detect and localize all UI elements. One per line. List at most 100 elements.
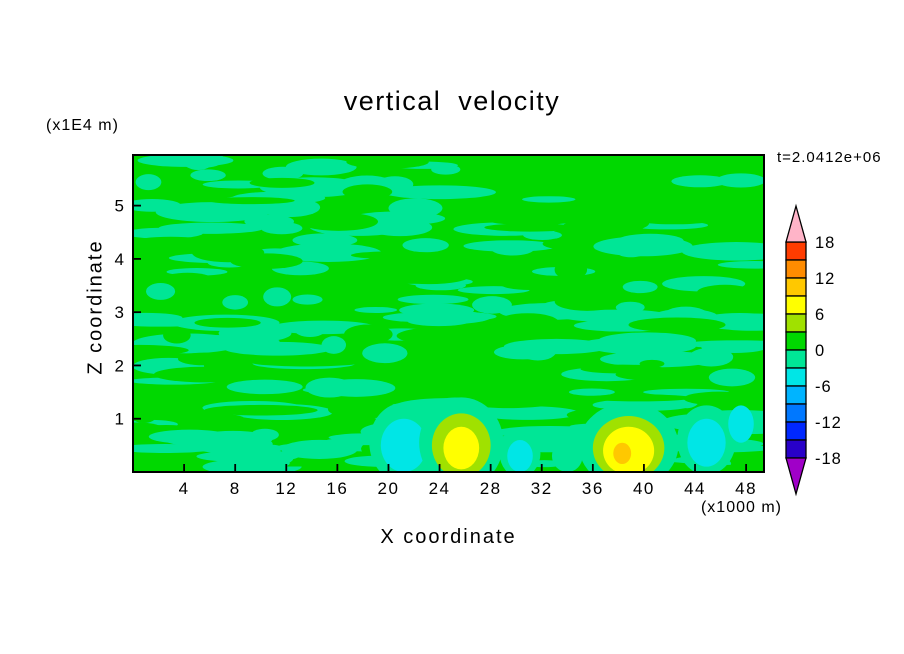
noise-streak <box>321 336 347 354</box>
noise-streak <box>496 313 559 332</box>
noise-streak <box>554 159 628 173</box>
noise-streak <box>397 294 469 305</box>
noise-streak <box>350 251 439 260</box>
y-tick-label: 5 <box>115 197 124 216</box>
noise-streak <box>523 230 562 240</box>
noise-streak <box>627 212 721 225</box>
x-tick-label: 44 <box>684 479 706 498</box>
y-tick-label: 2 <box>115 356 124 375</box>
contour-feature <box>687 418 726 467</box>
noise-streak <box>460 371 527 390</box>
noise-streak <box>475 406 580 420</box>
noise-streak <box>223 449 294 468</box>
noise-streak <box>522 196 576 203</box>
colorbar-box <box>785 421 807 441</box>
colorbar-box <box>785 313 807 333</box>
noise-streak <box>578 213 650 233</box>
noise-streak <box>275 243 382 262</box>
x-tick-label: 36 <box>582 479 604 498</box>
noise-streak <box>554 292 620 311</box>
colorbar-box <box>785 385 807 405</box>
noise-streak <box>568 388 615 396</box>
noise-streak <box>367 218 433 237</box>
noise-streak <box>530 362 558 371</box>
noise-streak <box>383 185 496 200</box>
plot-frame <box>132 154 765 473</box>
colorbar-box <box>785 439 807 459</box>
noise-streak <box>484 223 576 232</box>
y-axis-unit-label: (x1E4 m) <box>46 117 119 134</box>
noise-streak <box>346 155 429 169</box>
noise-streak <box>181 155 215 170</box>
colorbar-box <box>785 331 807 351</box>
colorbar-box <box>785 295 807 315</box>
noise-streak <box>191 243 265 263</box>
x-tick-label: 32 <box>531 479 553 498</box>
colorbar-tick-label: -6 <box>815 378 832 396</box>
noise-streak <box>178 352 231 366</box>
x-tick-label: 4 <box>179 479 190 498</box>
colorbar-tick-label: -18 <box>815 450 842 468</box>
colorbar-tick-label: 0 <box>815 342 825 360</box>
noise-streak <box>248 357 365 367</box>
noise-streak <box>491 242 534 256</box>
noise-streak <box>285 158 357 176</box>
noise-streak <box>344 324 393 345</box>
noise-streak <box>299 212 379 231</box>
noise-streak <box>402 238 449 253</box>
colorbar-tick-label: 6 <box>815 306 825 324</box>
noise-streak <box>382 312 455 323</box>
noise-streak <box>701 340 764 354</box>
noise-streak <box>263 287 292 307</box>
noise-streak <box>488 215 574 226</box>
noise-streak <box>542 237 592 250</box>
x-tick-label: 20 <box>378 479 400 498</box>
contour-feature <box>507 440 533 472</box>
time-annotation: t=2.0412e+06 <box>777 149 882 166</box>
noise-streak <box>226 379 303 395</box>
noise-streak <box>554 259 588 280</box>
x-axis-title: X coordinate <box>380 526 517 548</box>
contour-feature <box>551 440 583 472</box>
noise-streak <box>292 233 358 248</box>
colorbar-box <box>785 349 807 369</box>
noise-streak <box>622 280 658 294</box>
noise-streak <box>193 430 273 448</box>
noise-streak <box>653 160 695 168</box>
noise-streak <box>133 344 189 356</box>
noise-streak <box>716 173 764 188</box>
colorbar-box <box>785 259 807 279</box>
noise-streak <box>133 317 213 327</box>
noise-streak <box>135 174 162 191</box>
x-tick-label: 28 <box>480 479 502 498</box>
noise-streak <box>222 295 249 310</box>
noise-streak <box>316 379 396 397</box>
contour-feature <box>613 442 632 465</box>
noise-streak <box>133 227 203 239</box>
noise-streak <box>615 368 696 381</box>
x-axis-unit-label: (x1000 m) <box>700 499 782 516</box>
contour-feature <box>380 418 427 472</box>
x-tick-label: 8 <box>230 479 241 498</box>
noise-streak <box>133 409 157 423</box>
colorbar-tick-label: 18 <box>815 234 835 252</box>
colorbar-box <box>785 403 807 423</box>
noise-streak <box>325 196 367 208</box>
noise-streak <box>163 272 212 285</box>
noise-streak <box>496 155 524 164</box>
noise-streak <box>134 236 208 247</box>
x-tick-label: 24 <box>429 479 451 498</box>
x-tick-label: 16 <box>326 479 348 498</box>
noise-streak <box>628 317 726 333</box>
noise-streak <box>615 301 645 313</box>
x-tick-label: 48 <box>735 479 757 498</box>
noise-streak <box>431 164 461 175</box>
noise-streak <box>600 350 716 368</box>
noise-streak <box>360 259 390 266</box>
noise-streak <box>277 443 319 451</box>
noise-streak <box>527 377 571 386</box>
x-tick-label: 12 <box>275 479 297 498</box>
